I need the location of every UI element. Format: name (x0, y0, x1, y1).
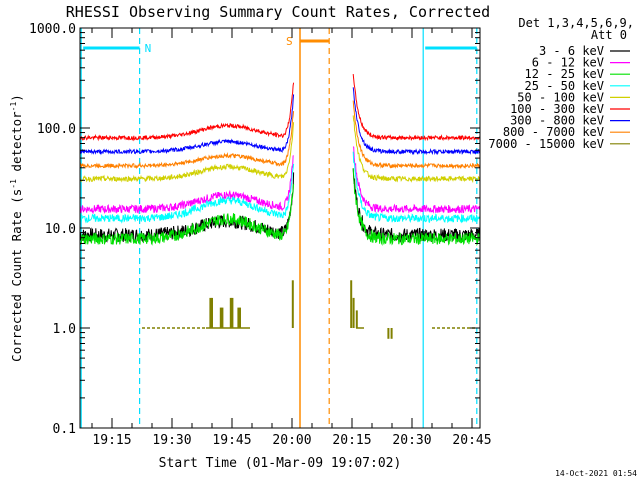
y-tick-label: 10.0 (45, 222, 76, 237)
series-line-part-1 (79, 163, 295, 224)
y-tick-label: 1.0 (53, 322, 76, 337)
series-line-part-2 (352, 151, 481, 224)
legend-entry-label: 3 - 6 keV (539, 44, 604, 58)
x-tick-label: 20:30 (392, 433, 431, 448)
chart-title: RHESSI Observing Summary Count Rates, Co… (66, 3, 490, 21)
footer-date: 14-Oct-2021 01:54 (555, 469, 637, 478)
series-line-part-1 (79, 82, 295, 142)
y-axis-label: Corrected Count Rate (s-1 detector-1) (9, 94, 24, 362)
saa-label: S (286, 35, 293, 48)
series-line-part-1 (79, 111, 295, 170)
series-line-part-1 (79, 122, 295, 183)
y-tick-label: 1000.0 (29, 22, 76, 37)
series-line-part-2 (352, 168, 481, 247)
x-tick-label: 20:15 (332, 433, 371, 448)
series-line-part-2 (352, 115, 481, 184)
x-tick-label: 20:00 (272, 433, 311, 448)
x-tick-label: 19:15 (92, 433, 131, 448)
legend-entry-label: 300 - 800 keV (510, 114, 604, 128)
y-tick-label: 100.0 (37, 122, 76, 137)
series-line-part-2 (352, 146, 481, 214)
series-group (79, 74, 481, 339)
series-line-part-1 (79, 94, 295, 156)
legend-entry-label: 7000 - 15000 keV (488, 137, 604, 151)
series-line-part-2 (352, 100, 481, 170)
y-tick-label: 0.1 (53, 422, 76, 437)
legend-header-attenuator: Att 0 (591, 28, 627, 42)
legend-entry-label: 100 - 300 keV (510, 102, 604, 116)
series-line-part-1 (79, 184, 295, 246)
x-axis-label: Start Time (01-Mar-09 19:07:02) (159, 456, 402, 471)
series-line-part-2 (352, 74, 481, 142)
night-label: N (145, 42, 152, 55)
x-tick-label: 19:30 (152, 433, 191, 448)
legend-header-detectors: Det 1,3,4,5,6,9, (518, 16, 634, 30)
y-axis-label-sup-2: -1 (9, 102, 18, 112)
x-axis: 19:15 19:30 19:45 20:00 20:15 20:30 20:45 (91, 28, 492, 448)
legend-entry-label: 25 - 50 keV (525, 79, 604, 93)
legend-entry-label: 800 - 7000 keV (503, 125, 604, 139)
legend-entry-label: 12 - 25 keV (525, 67, 604, 81)
y-axis-label-sup-1: -1 (9, 179, 18, 189)
legend-entry-label: 50 - 100 keV (517, 90, 604, 104)
x-tick-label: 20:45 (452, 433, 491, 448)
y-axis-label-part-3: ) (9, 94, 24, 102)
y-axis-label-part-1: Corrected Count Rate (s (9, 189, 24, 362)
x-tick-label: 19:45 (212, 433, 251, 448)
series-line-part-2 (352, 87, 481, 156)
y-axis: 1000.0 100.0 10.0 1.0 0.1 (29, 22, 480, 437)
y-axis-label-part-2: detector (9, 111, 24, 179)
observing-markers: NS (80, 28, 478, 428)
series-line-part-1 (79, 155, 294, 215)
legend-entry-label: 6 - 12 keV (532, 56, 604, 70)
